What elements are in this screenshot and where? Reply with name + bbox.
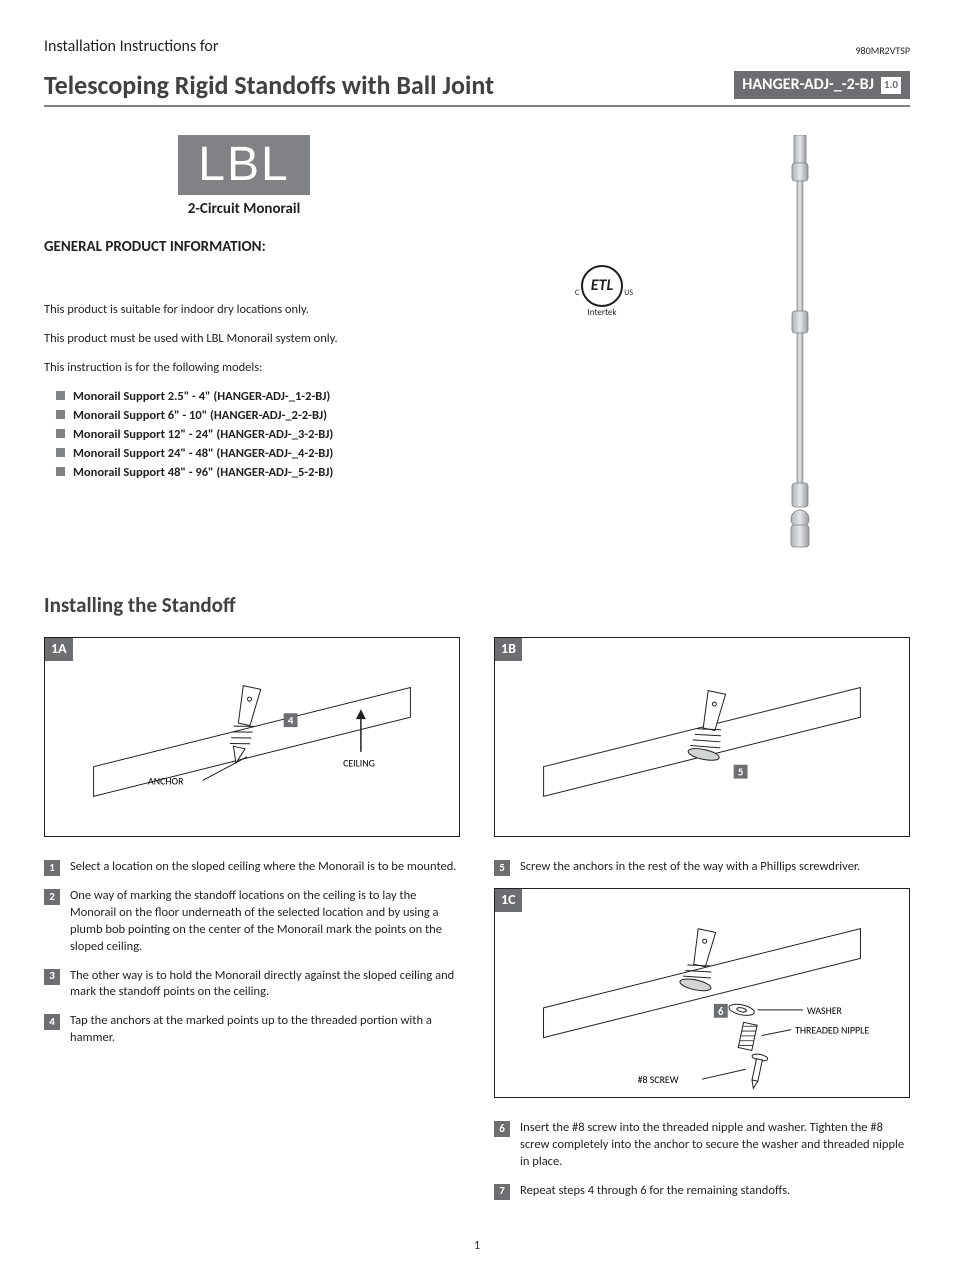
svg-text:#8 SCREW: #8 SCREW	[638, 1074, 679, 1086]
model-item: Monorail Support 48" - 96" (HANGER-ADJ-_…	[56, 465, 630, 482]
svg-text:CEILING: CEILING	[343, 758, 375, 770]
doc-code: 980MR2VTSP	[855, 44, 910, 58]
etl-label: Intertek	[574, 307, 630, 319]
sku-badge: HANGER-ADJ-_-2-BJ 1.0	[734, 71, 910, 99]
model-list: Monorail Support 2.5" - 4" (HANGER-ADJ-_…	[56, 389, 630, 481]
figure-label-1b: 1B	[495, 638, 522, 661]
step-number: 7	[494, 1184, 510, 1200]
page-title: Telescoping Rigid Standoffs with Ball Jo…	[44, 68, 494, 103]
figure-1b: 1B 5	[494, 637, 910, 837]
step-number: 3	[44, 969, 60, 985]
model-item: Monorail Support 24" - 48" (HANGER-ADJ-_…	[56, 446, 630, 463]
step-row: 3 The other way is to hold the Monorail …	[44, 968, 460, 1002]
etl-mark: CETLUS Intertek	[574, 265, 630, 319]
model-item: Monorail Support 6" - 10" (HANGER-ADJ-_2…	[56, 408, 630, 425]
install-for-label: Installation Instructions for	[44, 36, 218, 58]
step-number: 4	[44, 1014, 60, 1030]
svg-text:5: 5	[738, 766, 744, 779]
general-line-1: This product is suitable for indoor dry …	[44, 302, 560, 319]
general-line-2: This product must be used with LBL Monor…	[44, 331, 630, 348]
svg-text:ANCHOR: ANCHOR	[148, 776, 184, 788]
svg-text:WASHER: WASHER	[807, 1005, 843, 1017]
figure-1c: 1C 6 WASHER	[494, 888, 910, 1098]
step-row: 7 Repeat steps 4 through 6 for the remai…	[494, 1183, 910, 1200]
step-text: Select a location on the sloped ceiling …	[70, 859, 460, 876]
svg-text:THREADED NIPPLE: THREADED NIPPLE	[795, 1025, 869, 1037]
svg-text:6: 6	[718, 1005, 724, 1018]
svg-text:4: 4	[288, 714, 294, 727]
step-number: 6	[494, 1121, 510, 1137]
step-text: Screw the anchors in the rest of the way…	[520, 859, 910, 876]
sku-text: HANGER-ADJ-_-2-BJ	[742, 74, 874, 96]
model-item: Monorail Support 2.5" - 4" (HANGER-ADJ-_…	[56, 389, 630, 406]
etl-circle-icon: CETLUS	[581, 265, 623, 307]
figure-label-1c: 1C	[495, 889, 522, 912]
model-item: Monorail Support 12" - 24" (HANGER-ADJ-_…	[56, 427, 630, 444]
install-heading: Installing the Standoff	[44, 591, 910, 619]
step-row: 4 Tap the anchors at the marked points u…	[44, 1013, 460, 1047]
step-row: 6 Insert the #8 screw into the threaded …	[494, 1120, 910, 1171]
general-heading: GENERAL PRODUCT INFORMATION:	[44, 237, 630, 257]
version-badge: 1.0	[880, 76, 902, 95]
step-text: Tap the anchors at the marked points up …	[70, 1013, 460, 1047]
step-text: Repeat steps 4 through 6 for the remaini…	[520, 1183, 910, 1200]
step-text: Insert the #8 screw into the threaded ni…	[520, 1120, 910, 1171]
step-row: 1 Select a location on the sloped ceilin…	[44, 859, 460, 876]
figure-label-1a: 1A	[45, 638, 73, 661]
page-number: 1	[44, 1238, 910, 1254]
step-number: 1	[44, 860, 60, 876]
step-row: 5 Screw the anchors in the rest of the w…	[494, 859, 910, 876]
step-number: 5	[494, 860, 510, 876]
brand-subtitle: 2-Circuit Monorail	[154, 199, 334, 219]
brand-logo: LBL	[178, 135, 309, 195]
step-number: 2	[44, 889, 60, 905]
step-text: One way of marking the standoff location…	[70, 888, 460, 956]
product-illustration	[772, 135, 828, 555]
step-text: The other way is to hold the Monorail di…	[70, 968, 460, 1002]
figure-1a: 1A 4 CEILING AN	[44, 637, 460, 837]
step-row: 2 One way of marking the standoff locati…	[44, 888, 460, 956]
general-line-3: This instruction is for the following mo…	[44, 360, 630, 377]
